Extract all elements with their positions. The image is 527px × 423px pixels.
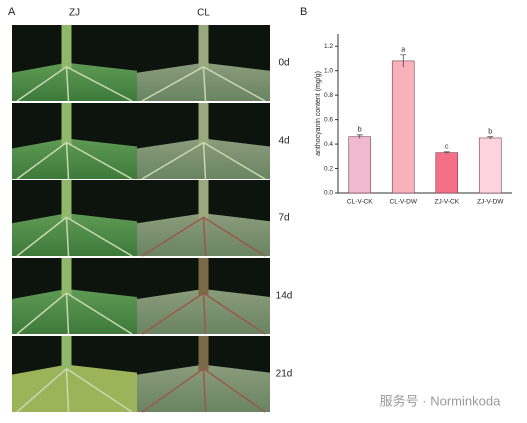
significance-label: b: [358, 127, 362, 134]
photo-stem: [198, 336, 209, 371]
y-tick-label: 0.2: [324, 165, 333, 172]
panel-label: A: [8, 6, 16, 18]
y-tick-label: 0.6: [324, 116, 333, 123]
error-bar: [487, 136, 494, 140]
y-tick-label: 1.0: [324, 67, 333, 74]
photo-stem: [61, 180, 72, 220]
significance-label: b: [488, 129, 492, 136]
error-bar: [356, 134, 363, 139]
photo-vein: [16, 368, 133, 413]
row-label: 4d: [278, 136, 289, 147]
bar: [435, 152, 459, 194]
photo-leaf: [137, 138, 270, 179]
row-label: 14d: [276, 291, 293, 302]
x-tick-label: ZJ-V-DW: [477, 199, 504, 206]
photo-stem: [61, 258, 72, 295]
y-tick-label: 0.0: [324, 190, 333, 197]
photo-stem: [61, 103, 72, 145]
x-tick-label: CL-V-CK: [347, 199, 373, 206]
column-header: CL: [197, 8, 210, 19]
bar: [348, 136, 372, 194]
y-axis-label: anthocyanin content (mg/g): [315, 71, 322, 156]
photo-vein: [141, 141, 266, 180]
watermark: 服务号 · Norminkoda: [380, 393, 501, 408]
photo-leaf: [137, 213, 270, 256]
photo-stem: [198, 258, 209, 295]
photo-vein: [141, 66, 266, 102]
photo-vein: [141, 216, 266, 257]
photo-vein: [141, 292, 266, 335]
bar-chart: 0.0 0.2 0.4 0.6 0.8 1.0 1.2 anthocyanin content…: [315, 34, 512, 206]
bar: [391, 60, 415, 194]
photo-leaf: [12, 213, 137, 256]
photo-vein: [16, 66, 133, 102]
photo-leaf: [12, 364, 137, 412]
panel-label: B: [300, 6, 307, 18]
significance-label: a: [401, 47, 405, 54]
row-label: 21d: [276, 369, 293, 380]
photo-leaf: [12, 138, 137, 179]
photo-leaf: [137, 364, 270, 412]
x-tick-label: CL-V-DW: [390, 199, 418, 206]
y-tick-label: 1.2: [324, 43, 333, 50]
significance-label: c: [445, 144, 449, 151]
error-bar: [443, 151, 450, 154]
photo-leaf: [12, 288, 137, 334]
photo-leaf: [137, 288, 270, 334]
row-label: 0d: [278, 58, 289, 69]
photo-vein: [16, 216, 133, 257]
bar: [478, 137, 502, 194]
photo-grid: ZJ CL 0d 4d 7d 14d 21d: [12, 8, 293, 413]
y-tick-label: 0.8: [324, 92, 333, 99]
photo-stem: [198, 103, 209, 145]
photo-stem: [198, 180, 209, 220]
photo-stem: [198, 25, 209, 69]
photo-vein: [16, 292, 133, 335]
y-tick-label: 0.4: [324, 141, 333, 148]
photo-leaf: [137, 62, 270, 101]
photo-leaf: [12, 62, 137, 101]
photo-vein: [141, 368, 266, 413]
x-tick-label: ZJ-V-CK: [434, 199, 459, 206]
photo-vein: [16, 141, 133, 180]
row-label: 7d: [278, 213, 289, 224]
photo-stem: [61, 25, 72, 69]
photo-stem: [61, 336, 72, 371]
column-header: ZJ: [69, 8, 80, 19]
error-bar: [400, 54, 407, 68]
